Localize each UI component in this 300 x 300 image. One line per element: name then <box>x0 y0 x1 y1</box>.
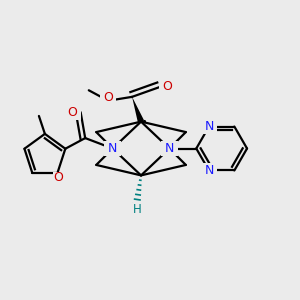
Bar <box>161 141 178 156</box>
Text: N: N <box>204 120 214 133</box>
Text: H: H <box>133 202 142 216</box>
Text: O: O <box>68 106 77 118</box>
Bar <box>201 163 217 178</box>
Bar <box>100 90 116 105</box>
Text: N: N <box>165 142 174 155</box>
Text: O: O <box>103 91 113 104</box>
Text: N: N <box>108 142 117 155</box>
Bar <box>104 141 121 156</box>
Polygon shape <box>132 97 144 123</box>
Bar <box>64 105 81 119</box>
Bar <box>158 79 175 94</box>
Bar <box>53 172 64 183</box>
Text: N: N <box>204 164 214 177</box>
Text: O: O <box>53 171 63 184</box>
Text: O: O <box>162 80 172 93</box>
Bar <box>201 119 217 134</box>
Bar <box>131 203 143 215</box>
